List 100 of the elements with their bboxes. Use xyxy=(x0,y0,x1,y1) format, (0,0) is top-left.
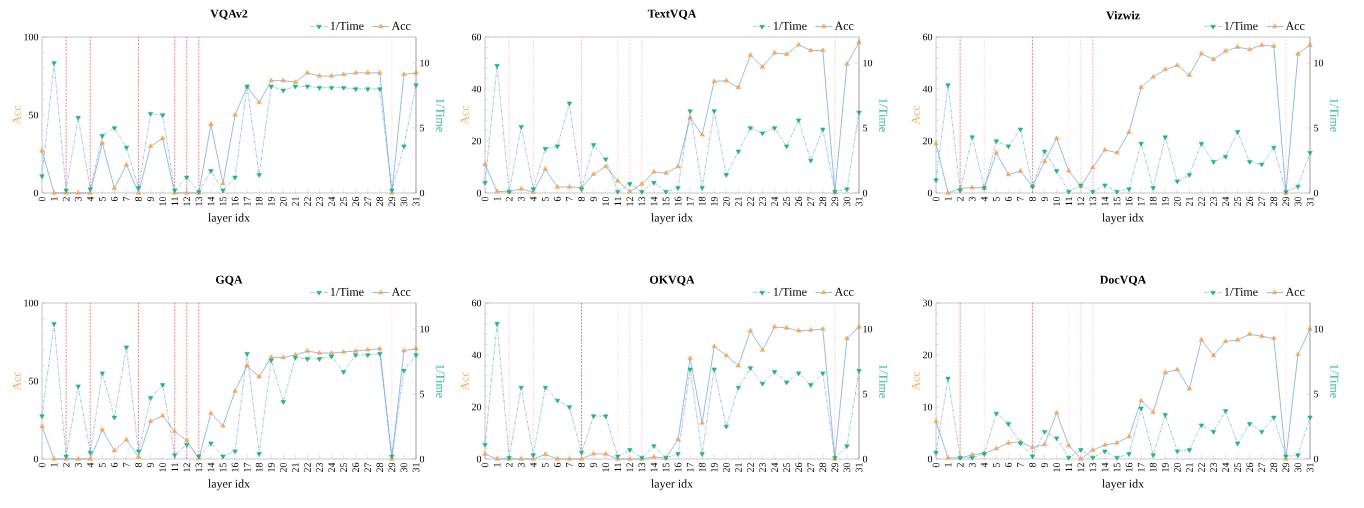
x-tick-label: 10 xyxy=(602,196,610,206)
x-tick-label: 5 xyxy=(542,196,549,201)
x-tick-label: 3 xyxy=(968,462,976,468)
x-tick-label: 6 xyxy=(554,462,561,468)
x-tick-label: 14 xyxy=(1101,196,1109,206)
x-tick-label: 9 xyxy=(147,462,154,468)
x-tick-label: 8 xyxy=(1029,196,1036,202)
x-tick-label: 27 xyxy=(807,462,815,473)
x-tick-label: 17 xyxy=(686,196,694,206)
x-tick-label: 21 xyxy=(1186,463,1193,473)
x-tick-label: 14 xyxy=(650,462,658,472)
x-tick-label: 10 xyxy=(159,462,166,472)
x-tick-label: 26 xyxy=(352,196,360,207)
y-tick-label: 60 xyxy=(922,33,933,41)
x-tick-label: 30 xyxy=(843,462,851,472)
y-tick-label: 60 xyxy=(471,33,482,41)
x-tick-label: 15 xyxy=(219,196,227,206)
x-tick-label: 21 xyxy=(1186,197,1193,207)
x-tick-label: 18 xyxy=(255,196,263,206)
x-tick-label: 2 xyxy=(505,197,513,202)
y2-tick-label: 5 xyxy=(420,124,425,132)
x-tick-label: 0 xyxy=(481,196,489,202)
chart-title: GQA xyxy=(215,275,243,286)
y2-tick-label: 5 xyxy=(863,124,868,132)
y-tick-label: 20 xyxy=(922,137,933,145)
x-tick-label: 19 xyxy=(1161,462,1169,472)
x-tick-label: 1 xyxy=(944,463,952,467)
x-tick-label: 29 xyxy=(1282,196,1290,207)
x-tick-label: 25 xyxy=(1234,462,1241,473)
x-tick-label: 17 xyxy=(1137,196,1145,206)
x-tick-label: 6 xyxy=(1005,196,1012,202)
x-axis-title: layer idx xyxy=(651,213,693,225)
y2-axis-title: 1/Time xyxy=(1330,364,1339,398)
y-tick-label: 20 xyxy=(471,137,482,145)
x-tick-label: 9 xyxy=(590,462,597,468)
x-tick-label: 27 xyxy=(364,196,372,207)
x-tick-label: 19 xyxy=(267,196,275,206)
x-tick-label: 2 xyxy=(62,197,70,202)
y2-tick-label: 10 xyxy=(863,325,873,333)
x-tick-label: 10 xyxy=(1053,462,1061,472)
chart-title: VQAv2 xyxy=(210,9,248,20)
x-tick-label: 21 xyxy=(292,463,299,473)
x-tick-label: 31 xyxy=(412,463,420,472)
x-tick-label: 2 xyxy=(956,197,964,202)
y2-tick-label: 10 xyxy=(420,325,430,333)
y2-tick-label: 5 xyxy=(420,390,425,398)
legend-label: 1/Time xyxy=(1224,21,1258,30)
x-tick-label: 17 xyxy=(1137,462,1145,472)
x-tick-label: 26 xyxy=(1246,462,1254,473)
y2-axis-title: 1/Time xyxy=(436,98,445,132)
legend-label: 1/Time xyxy=(773,21,807,30)
y-axis-title: Acc xyxy=(460,105,469,125)
x-tick-label: 20 xyxy=(1173,462,1181,473)
x-tick-label: 22 xyxy=(1198,197,1205,207)
x-tick-label: 20 xyxy=(722,462,730,473)
x-tick-label: 18 xyxy=(698,462,706,472)
x-tick-label: 13 xyxy=(195,196,203,206)
x-tick-label: 27 xyxy=(1258,196,1266,207)
x-tick-label: 27 xyxy=(1258,462,1266,473)
y2-tick-label: 10 xyxy=(1314,59,1324,67)
legend-label: 1/Time xyxy=(1224,287,1258,296)
x-tick-label: 18 xyxy=(255,462,263,472)
y-axis-title: Acc xyxy=(12,371,21,391)
x-tick-label: 3 xyxy=(517,196,525,202)
x-tick-label: 11 xyxy=(1065,463,1073,472)
chart-title: OKVQA xyxy=(650,275,695,286)
x-tick-label: 14 xyxy=(207,462,215,472)
x-tick-label: 22 xyxy=(304,197,311,207)
x-tick-label: 9 xyxy=(147,196,154,202)
x-tick-label: 15 xyxy=(219,462,227,472)
x-tick-label: 1 xyxy=(493,197,501,201)
x-tick-label: 28 xyxy=(819,196,827,207)
x-tick-label: 26 xyxy=(1246,196,1254,207)
x-tick-label: 13 xyxy=(1089,462,1097,472)
x-tick-label: 3 xyxy=(968,196,976,202)
x-tick-label: 2 xyxy=(956,463,964,468)
x-tick-label: 4 xyxy=(980,196,988,202)
x-tick-label: 10 xyxy=(159,196,166,206)
legend-label: Acc xyxy=(834,287,854,296)
y2-tick-label: 5 xyxy=(1314,390,1319,398)
x-tick-label: 3 xyxy=(517,462,525,468)
x-tick-label: 11 xyxy=(614,463,622,472)
x-tick-label: 23 xyxy=(759,196,766,207)
x-tick-label: 7 xyxy=(123,462,130,467)
legend-label: 1/Time xyxy=(330,287,364,296)
x-tick-label: 26 xyxy=(795,196,803,207)
x-tick-label: 6 xyxy=(1005,462,1012,468)
x-tick-label: 10 xyxy=(1053,196,1061,206)
x-tick-label: 22 xyxy=(304,463,311,473)
x-tick-label: 28 xyxy=(1270,196,1278,207)
x-tick-label: 4 xyxy=(529,196,537,202)
x-tick-label: 22 xyxy=(747,197,754,207)
x-tick-label: 15 xyxy=(1113,196,1121,206)
x-tick-label: 12 xyxy=(626,197,634,206)
x-tick-label: 29 xyxy=(388,462,396,473)
y2-axis-title: 1/Time xyxy=(879,98,888,132)
legend-label: Acc xyxy=(834,21,854,30)
x-tick-label: 11 xyxy=(171,197,178,206)
x-tick-label: 16 xyxy=(231,462,239,472)
y-tick-label: 10 xyxy=(923,403,933,411)
